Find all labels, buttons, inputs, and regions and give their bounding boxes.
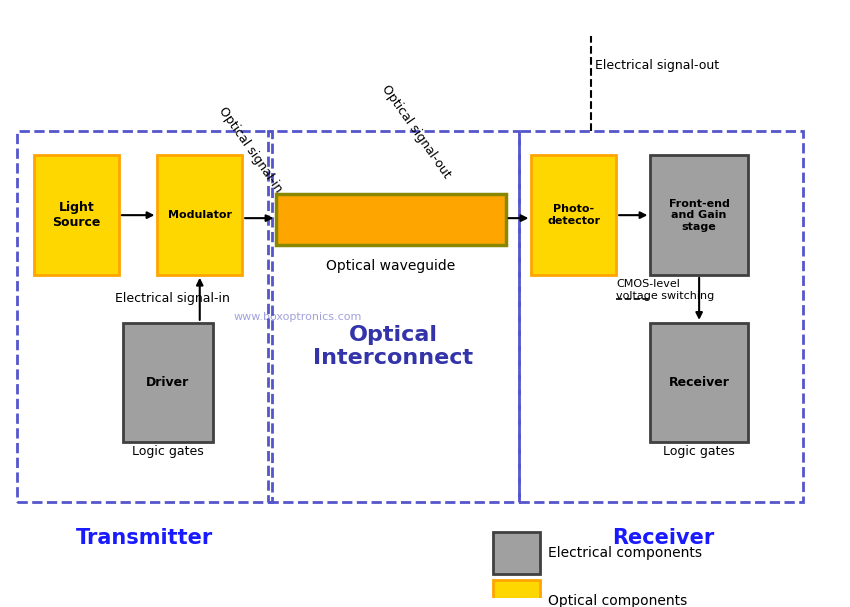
FancyBboxPatch shape xyxy=(493,532,540,574)
Text: Driver: Driver xyxy=(146,376,190,389)
Text: CMOS-level
voltage switching: CMOS-level voltage switching xyxy=(616,279,715,300)
Text: Receiver: Receiver xyxy=(612,528,714,548)
FancyBboxPatch shape xyxy=(276,194,506,245)
Text: Light
Source: Light Source xyxy=(53,201,100,229)
Text: Photo-
detector: Photo- detector xyxy=(547,205,600,226)
Text: www.boxoptronics.com: www.boxoptronics.com xyxy=(233,312,362,322)
Text: Optical
Interconnect: Optical Interconnect xyxy=(314,325,473,368)
FancyBboxPatch shape xyxy=(531,155,616,275)
Text: Logic gates: Logic gates xyxy=(663,445,735,458)
Text: Receiver: Receiver xyxy=(669,376,729,389)
FancyBboxPatch shape xyxy=(157,155,242,275)
Text: Front-end
and Gain
stage: Front-end and Gain stage xyxy=(669,198,729,232)
Text: Electrical signal-out: Electrical signal-out xyxy=(595,59,719,72)
Text: Electrical components: Electrical components xyxy=(548,546,702,560)
FancyBboxPatch shape xyxy=(123,323,212,443)
Text: Electrical signal-in: Electrical signal-in xyxy=(115,293,230,305)
Text: Transmitter: Transmitter xyxy=(76,528,213,548)
FancyBboxPatch shape xyxy=(650,155,748,275)
Text: Optical waveguide: Optical waveguide xyxy=(326,259,456,273)
Text: Modulator: Modulator xyxy=(167,210,232,220)
FancyBboxPatch shape xyxy=(493,580,540,607)
FancyBboxPatch shape xyxy=(650,323,748,443)
Text: Optical components: Optical components xyxy=(548,594,688,607)
FancyBboxPatch shape xyxy=(34,155,119,275)
Text: Logic gates: Logic gates xyxy=(132,445,203,458)
Text: Optical signal-in: Optical signal-in xyxy=(217,104,285,195)
Text: Optical signal-out: Optical signal-out xyxy=(379,83,454,180)
